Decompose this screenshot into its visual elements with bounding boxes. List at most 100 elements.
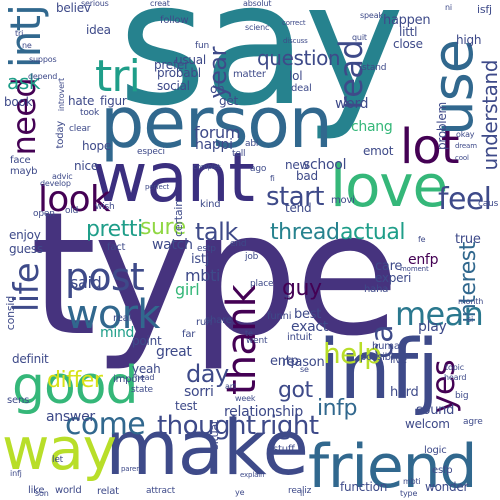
word-day: day [186, 360, 229, 388]
word-entp: entp [270, 354, 299, 369]
word-thought: thought [157, 411, 256, 441]
word-abl: abl [245, 139, 259, 149]
word-discuss: discuss [283, 37, 308, 45]
word-girl: girl [175, 280, 200, 299]
word-point: point [132, 334, 162, 348]
word-human: human [372, 341, 406, 352]
word-far: far [182, 329, 196, 340]
word-littl: littl [399, 25, 418, 39]
word-wonder: wonder [425, 480, 469, 494]
word-play: play [418, 319, 447, 335]
word-probabl: probabl [157, 66, 201, 80]
word-agre: agre [463, 417, 483, 427]
word-interest: interest [456, 242, 481, 323]
word-ti: ti [285, 293, 291, 302]
word-matter: matter [233, 69, 266, 80]
word-istj: istj [191, 252, 210, 267]
word-nice: nice [74, 159, 98, 173]
word-watch: watch [152, 237, 193, 253]
word-said: said [70, 273, 102, 292]
word-enfp: enfp [408, 252, 439, 268]
word-reason: reason [282, 355, 325, 370]
word-son: son [35, 489, 49, 498]
word-friend: friend [308, 432, 477, 500]
word-moment: moment [400, 265, 429, 273]
word-ne: ne [22, 41, 32, 50]
word-book: book [4, 95, 33, 109]
word-month: month [458, 297, 484, 306]
word-wish: wish [95, 202, 115, 212]
word-tri-small: tri [15, 29, 24, 38]
word-complet: complet [193, 163, 221, 171]
word-absolut: absolut [243, 0, 272, 8]
word-suppos: suppos [29, 55, 57, 64]
word-fun: fun [195, 41, 210, 51]
word-attract: attract [146, 486, 176, 496]
word-word: word [335, 96, 369, 112]
word-like: like [28, 485, 45, 496]
word-possibl: possibl [360, 352, 394, 363]
word-real: real [113, 313, 132, 324]
word-usual: usual [175, 53, 206, 67]
word-ago: ago [250, 164, 267, 174]
word-fe: fe [418, 235, 426, 244]
word-esfp: esfp [432, 465, 453, 476]
word-high: high [456, 33, 482, 47]
word-sure: sure [140, 215, 186, 240]
word-true: true [455, 232, 481, 247]
word-infj-small: infj [10, 469, 22, 478]
word-tend: tend [285, 201, 312, 215]
word-today: today [55, 121, 66, 149]
word-let: let [52, 455, 64, 465]
word-serious: serious [81, 0, 109, 8]
word-mbti-small: mbti [403, 477, 421, 486]
word-especi: especi [137, 147, 165, 157]
word-creat: creat [150, 0, 170, 8]
word-relationship: relationship [224, 404, 303, 420]
word-quit: quit [352, 33, 367, 42]
word-place: place [250, 279, 274, 289]
word-great: great [156, 344, 192, 360]
word-ye: ye [235, 488, 245, 497]
word-lol: lol [289, 69, 303, 83]
word-isfj: isfj [477, 3, 492, 16]
word-open: open [33, 209, 55, 219]
word-advic: advic [52, 172, 73, 181]
word-consid: consid [4, 296, 17, 331]
word-explain: explain [240, 471, 265, 479]
word-caus: caus [478, 199, 499, 209]
word-guy: guy [282, 276, 322, 301]
word-run: run [196, 317, 213, 328]
word-sens: sens [7, 395, 30, 406]
word-definit: definit [12, 352, 49, 366]
word-person: person [100, 82, 333, 164]
word-mbti: mbti [185, 266, 221, 285]
word-parent: parent [121, 465, 144, 473]
word-art: art [225, 382, 236, 391]
word-intuit: intuit [287, 332, 312, 343]
word-chang: chang [351, 119, 393, 135]
word-make: make [105, 403, 309, 492]
word-good: good [12, 356, 139, 416]
word-oh: oh [210, 82, 225, 96]
word-situat: situat [208, 420, 221, 450]
word-hate: hate [68, 94, 95, 108]
word-introvert: introvert [57, 78, 66, 112]
word-certain: certain [172, 200, 185, 237]
word-close: close [393, 37, 423, 51]
word-way: way [2, 415, 117, 483]
word-logic: logic [424, 445, 447, 456]
word-tri: tri [95, 51, 141, 102]
word-tell: tell [232, 149, 246, 159]
word-forum: forum [194, 123, 241, 142]
word-haha: haha [364, 284, 389, 295]
word-te: te [245, 329, 253, 338]
word-develop: develop [40, 179, 71, 188]
word-big: big [455, 391, 469, 401]
word-live: live [390, 355, 407, 366]
word-work: work [66, 292, 160, 338]
word-correct: correct [282, 19, 306, 27]
word-deal: deal [291, 83, 312, 94]
word-look: look [38, 179, 111, 220]
